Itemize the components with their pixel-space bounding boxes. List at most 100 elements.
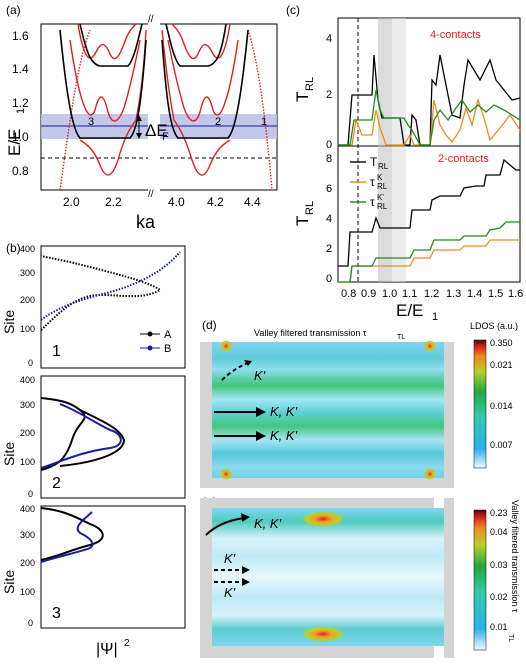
e-colorbar-tick: 0.01 — [490, 622, 508, 632]
c-legend-tauKp: τ — [370, 195, 375, 209]
b1-series-a — [40, 255, 162, 331]
e-arrowhead — [241, 513, 250, 522]
b-xlabel: |Ψ| — [96, 641, 118, 658]
b2-series-b — [40, 403, 122, 469]
c-legend-tauK-sup: K — [377, 173, 383, 182]
b2-label: 2 — [52, 475, 61, 492]
e-right-lead — [444, 498, 454, 658]
d-colorbar-tick: 0.350 — [490, 338, 513, 348]
c-ytick: 8 — [326, 153, 332, 165]
c-legend-tauK: τ — [370, 175, 375, 189]
c-top-tauKp — [338, 89, 521, 146]
e-colorbar-title-sub: TL — [507, 634, 514, 642]
d-hotspot — [424, 468, 436, 480]
e-colorbar-tick: 0.23 — [490, 508, 508, 518]
c-legend: T RL τ K RL τ K' RL — [350, 155, 389, 211]
band-label-3: 3 — [88, 116, 94, 128]
b-ytick: 0 — [28, 489, 33, 499]
c-ytick: 6 — [326, 183, 332, 195]
d-title: Valley filtered transmission τ — [254, 328, 367, 338]
d-arrowhead — [244, 360, 252, 366]
d-right-lead — [444, 342, 454, 488]
d-colorbar — [473, 339, 487, 469]
band-left-black-low — [59, 29, 147, 139]
b-legend: A B — [140, 329, 172, 355]
c-bottom-T — [338, 158, 520, 267]
d-arrowhead — [256, 431, 266, 441]
b1-label: 1 — [52, 343, 61, 360]
e-arrow-kk — [205, 517, 245, 536]
a-ylabel-sub: 1 — [15, 108, 27, 114]
c-bottom-note: 2-contacts — [438, 153, 489, 165]
c-xlabel: E/E — [396, 301, 423, 320]
b-subpanel-1 — [40, 245, 186, 369]
c-xlabel-sub: 1 — [432, 311, 438, 323]
a-ytick: 1.0 — [12, 130, 29, 144]
c-legend-tauKp-sub: RL — [377, 202, 388, 211]
c-bottom-frame — [337, 145, 521, 283]
axis-break-gap — [148, 20, 160, 194]
d-colorbar-tick: 0.021 — [490, 360, 513, 370]
c-xtick: 0.9 — [361, 288, 376, 300]
panel-b: (b) 1 A B 2 3 400 300 200 100 0 400 300 — [1, 241, 186, 658]
c-top-tauK — [338, 97, 521, 146]
a-xtick: 2.2 — [105, 195, 122, 209]
c-xtick: 1.0 — [382, 288, 397, 300]
b-ytick: 300 — [20, 268, 35, 278]
d-colorbar-tick: 0.014 — [490, 401, 513, 411]
c-gray-band — [378, 18, 392, 282]
e-colorbar — [473, 509, 487, 651]
a-ylabel: E/E — [5, 129, 24, 156]
c-xtick: 1.4 — [467, 288, 482, 300]
band-right-black-low — [161, 29, 249, 139]
d-hotspot — [220, 468, 232, 480]
c-ylabel-bottom-sub: RL — [304, 201, 316, 215]
e-arrow-label-3: K' — [224, 585, 236, 600]
c-ytick: 2 — [326, 243, 332, 255]
b-subpanel-3 — [40, 505, 186, 629]
panel-d: (d) Valley filtered transmission τ TL K'… — [200, 318, 518, 488]
b-ylabel-2: Site — [1, 442, 17, 466]
band-left-black-high — [79, 23, 143, 67]
delta-ef-label: ΔE — [145, 121, 168, 140]
d-title-sub: TL — [397, 334, 405, 341]
c-top-T — [338, 54, 521, 146]
c-ylabel-top: T — [293, 92, 312, 102]
e-hotspot-bottom — [301, 626, 345, 642]
c-bottom-tauK — [338, 239, 520, 283]
b-ytick: 300 — [20, 400, 35, 410]
axis-break-bottom: // — [148, 189, 154, 200]
e-hotspot-top — [301, 511, 345, 527]
c-xtick: 1.1 — [402, 288, 417, 300]
b1-series-b — [40, 251, 181, 321]
a-ytick: 1.4 — [12, 62, 29, 76]
c-ytick: 4 — [326, 213, 332, 225]
band-left-mid — [69, 39, 141, 122]
e-colorbar-tick: 0.04 — [490, 527, 508, 537]
band-left-outer — [59, 29, 91, 191]
panel-c-label: (c) — [286, 3, 300, 17]
d-arrow-label-2: K, K' — [270, 404, 298, 419]
c-ylabel-top-sub: RL — [304, 77, 316, 91]
e-colorbar-tick: 0.02 — [490, 592, 508, 602]
d-ldos-map — [212, 342, 444, 478]
c-ylabel-bottom: T — [293, 216, 312, 226]
band-right-upper — [171, 23, 231, 60]
d-colorbar-tick: 0.007 — [490, 440, 513, 450]
c-xtick: 1.3 — [446, 288, 461, 300]
d-bottom-lead — [200, 478, 444, 488]
e-colorbar-tick: 0.03 — [490, 560, 508, 570]
band-label-2: 2 — [215, 116, 221, 128]
band-right-outer — [247, 29, 273, 191]
band-left-lowest — [79, 29, 147, 176]
panel-c: (c) 4-contacts 2-contacts T RL τ K RL τ … — [286, 3, 523, 323]
d-colorbar-title: LDOS (a.u.) — [470, 321, 518, 331]
a-ytick: 0.8 — [12, 164, 29, 178]
a-xtick: 2.0 — [63, 195, 80, 209]
c-xtick: 1.5 — [488, 288, 503, 300]
d-arrow-label-1: K' — [254, 368, 266, 383]
panel-e: (e) K, K' K' K' 0.23 0.04 0.03 0.02 0.01… — [200, 495, 520, 658]
b-ytick: 100 — [20, 457, 35, 467]
band-right-black-high — [165, 23, 227, 67]
panel-b-label: (b) — [6, 241, 21, 255]
